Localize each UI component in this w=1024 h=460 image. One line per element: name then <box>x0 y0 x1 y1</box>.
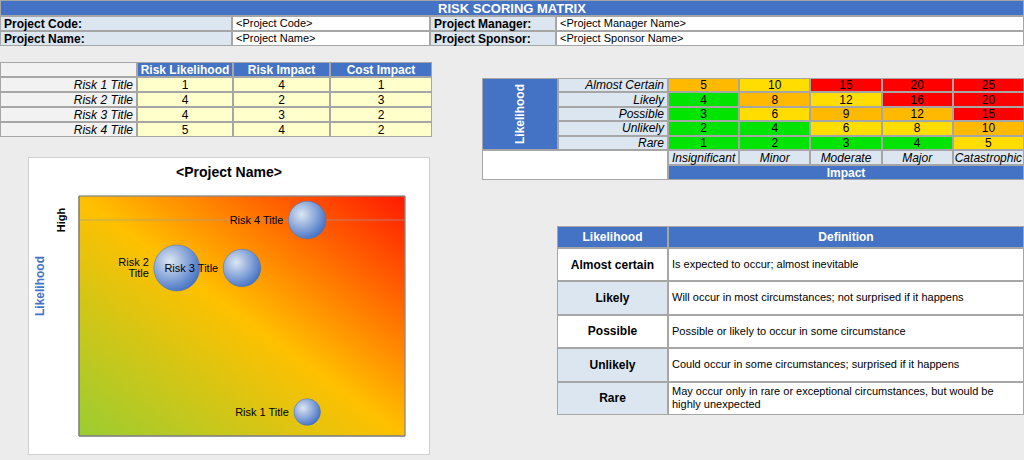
html-text:9: 9 <box>842 107 850 121</box>
html-text:Rare: Rare <box>638 135 664 150</box>
svg-text:Risk 2Title: Risk 2Title <box>118 256 149 279</box>
html-text:Almost Certain: Almost Certain <box>585 78 664 93</box>
html-text:Major: Major <box>902 150 933 165</box>
svg-text:Risk 3 Title: Risk 3 Title <box>164 262 218 274</box>
html-text:Could occur in some circumstan: Could occur in some circumstances; surpr… <box>672 358 960 370</box>
html-text:3: 3 <box>842 135 850 150</box>
html-text:Likelihood: Likelihood <box>513 84 527 144</box>
html-text:<Project Manager Name>: <Project Manager Name> <box>560 17 686 29</box>
html-text:Project Code:: Project Code: <box>4 16 82 31</box>
html-text:1: 1 <box>377 77 385 92</box>
html-text:Risk Likelihood: Risk Likelihood <box>140 62 230 77</box>
html-text:20: 20 <box>981 92 996 107</box>
html-text:5: 5 <box>985 135 992 150</box>
html-text:4: 4 <box>700 92 707 107</box>
html-text:4: 4 <box>278 77 285 92</box>
html-text:Impact: Impact <box>826 165 866 180</box>
html-text:15: 15 <box>981 107 996 121</box>
html-text:6: 6 <box>842 121 850 136</box>
html-text:Likelihood: Likelihood <box>582 230 643 244</box>
html-text:Project Sponsor:: Project Sponsor: <box>434 31 531 46</box>
html-text:10: 10 <box>768 78 782 93</box>
html-text:<Project Name>: <Project Name> <box>176 164 282 180</box>
html-text:<Project Code>: <Project Code> <box>236 17 313 29</box>
html-text:Risk 3 Title: Risk 3 Title <box>73 107 133 122</box>
html-text:Possible: Possible <box>618 107 664 121</box>
svg-text:Risk 1 Title: Risk 1 Title <box>235 406 289 418</box>
html-text:Catastrophic: Catastrophic <box>954 150 1023 165</box>
html-text:Likely: Likely <box>595 291 630 306</box>
html-text:RISK SCORING MATRIX: RISK SCORING MATRIX <box>438 0 586 16</box>
html-text:Risk 2 Title: Risk 2 Title <box>73 92 133 107</box>
html-text:4: 4 <box>181 107 189 122</box>
html-text:4: 4 <box>771 121 779 136</box>
html-text:Is expected to occur; almost i: Is expected to occur; almost inevitable <box>672 257 859 270</box>
html-text:<Project Sponsor Name>: <Project Sponsor Name> <box>560 32 684 44</box>
html-text:25: 25 <box>981 78 996 93</box>
html-text:8: 8 <box>771 92 779 107</box>
html-text:Possible: Possible <box>587 324 638 339</box>
html-text:15: 15 <box>839 78 853 93</box>
html-text:8: 8 <box>913 121 921 136</box>
html-text:2: 2 <box>278 92 285 107</box>
html-text:12: 12 <box>910 107 924 121</box>
html-text:3: 3 <box>377 92 385 107</box>
html-text:Project Manager:: Project Manager: <box>434 16 532 31</box>
html-text:5: 5 <box>700 78 707 93</box>
html-text:<Project Name>: <Project Name> <box>236 32 316 44</box>
html-text:5: 5 <box>181 122 189 137</box>
html-text:Risk 1 Title: Risk 1 Title <box>73 77 133 92</box>
html-text:2: 2 <box>377 122 385 137</box>
html-text:Cost Impact: Cost Impact <box>346 62 416 77</box>
html-text:May occur only in rare or exce: May occur only in rare or exceptional ci… <box>672 384 994 411</box>
html-text:Risk 4 Title: Risk 4 Title <box>73 122 133 137</box>
html-text:2: 2 <box>377 107 385 122</box>
html-text:16: 16 <box>910 92 924 107</box>
html-text:10: 10 <box>981 121 996 136</box>
html-text:2: 2 <box>771 135 779 150</box>
svg-text:Likelihood: Likelihood <box>33 256 47 316</box>
html-text:4: 4 <box>181 92 189 107</box>
html-text:2: 2 <box>700 121 707 136</box>
svg-text:Risk 4 Title: Risk 4 Title <box>230 214 284 226</box>
html-text:3: 3 <box>278 107 285 122</box>
html-text:Moderate: Moderate <box>820 150 872 165</box>
html-text:Unlikely: Unlikely <box>589 357 636 372</box>
html-text:Unlikely: Unlikely <box>622 121 664 136</box>
html-text:12: 12 <box>839 92 853 107</box>
html-text:4: 4 <box>913 135 921 150</box>
html-text:3: 3 <box>700 107 707 121</box>
html-text:Rare: Rare <box>599 391 626 406</box>
html-text:1: 1 <box>700 135 707 150</box>
html-text:Definition: Definition <box>818 230 874 244</box>
svg-text:High: High <box>55 208 67 233</box>
html-text:Likely: Likely <box>633 92 664 107</box>
html-text:Risk Impact: Risk Impact <box>247 62 316 77</box>
html-text:4: 4 <box>278 122 285 137</box>
html-text:Insignificant: Insignificant <box>671 150 736 165</box>
html-text:1: 1 <box>181 77 189 92</box>
html-text:Will occur in most circumstanc: Will occur in most circumstances; not su… <box>672 291 964 304</box>
html-text:20: 20 <box>910 78 924 93</box>
html-text:Minor: Minor <box>759 150 790 165</box>
html-text:Possible or likely to occur in: Possible or likely to occur in some circ… <box>672 324 906 337</box>
html-text:6: 6 <box>771 107 779 121</box>
html-text:Almost certain: Almost certain <box>570 257 655 272</box>
html-text:Project Name:: Project Name: <box>4 31 85 46</box>
